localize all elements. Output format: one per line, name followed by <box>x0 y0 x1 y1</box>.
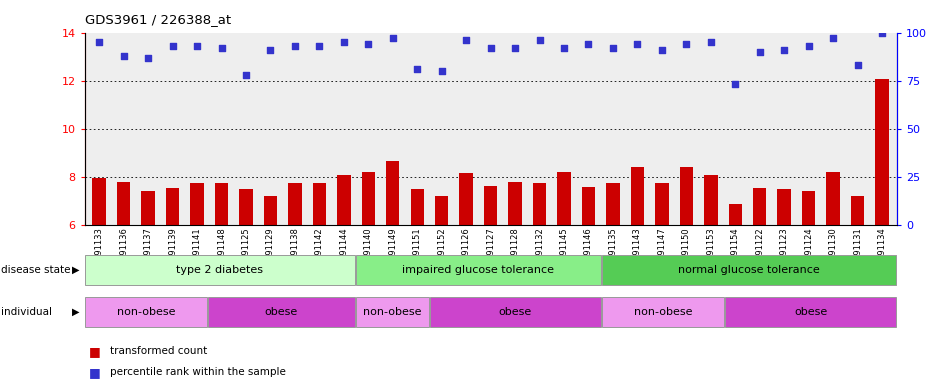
Bar <box>557 172 571 225</box>
Bar <box>362 172 375 225</box>
Bar <box>191 183 204 225</box>
Bar <box>725 297 896 327</box>
Bar <box>532 184 546 225</box>
Bar <box>435 196 449 225</box>
Point <box>679 41 694 47</box>
Text: obese: obese <box>794 307 827 317</box>
Bar <box>602 297 724 327</box>
Point <box>263 47 278 53</box>
Bar <box>356 255 601 285</box>
Bar <box>729 204 742 225</box>
Point <box>484 45 499 51</box>
Bar <box>313 183 326 225</box>
Text: ■: ■ <box>89 345 101 358</box>
Point <box>458 37 473 43</box>
Bar <box>337 175 350 225</box>
Text: disease state: disease state <box>1 265 70 275</box>
Bar <box>851 196 864 225</box>
Bar <box>631 167 644 225</box>
Point <box>606 45 621 51</box>
Bar <box>802 190 815 225</box>
Bar <box>753 188 766 225</box>
Bar <box>239 189 253 225</box>
Text: GDS3961 / 226388_at: GDS3961 / 226388_at <box>85 13 231 26</box>
Point <box>654 47 670 53</box>
Bar <box>680 167 693 225</box>
Text: type 2 diabetes: type 2 diabetes <box>177 265 263 275</box>
Text: ■: ■ <box>89 366 101 379</box>
Text: percentile rank within the sample: percentile rank within the sample <box>110 367 285 377</box>
Bar <box>142 190 155 225</box>
Point <box>532 37 547 43</box>
Text: non-obese: non-obese <box>634 307 692 317</box>
Point <box>434 68 449 74</box>
Bar <box>356 297 428 327</box>
Point <box>777 47 792 53</box>
Point <box>508 45 523 51</box>
Bar <box>508 182 522 225</box>
Bar <box>215 184 228 225</box>
Point <box>287 43 302 49</box>
Bar <box>484 186 498 225</box>
Point <box>141 55 156 61</box>
Point <box>92 39 107 45</box>
Point <box>581 41 596 47</box>
Bar <box>117 182 131 225</box>
Text: transformed count: transformed count <box>110 346 208 356</box>
Bar <box>826 172 839 225</box>
Text: impaired glucose tolerance: impaired glucose tolerance <box>402 265 554 275</box>
Point <box>116 53 131 59</box>
Point <box>214 45 229 51</box>
Bar <box>85 255 355 285</box>
Point <box>703 39 718 45</box>
Bar <box>655 184 669 225</box>
Point <box>361 41 376 47</box>
Text: ▶: ▶ <box>72 265 80 275</box>
Bar <box>607 184 620 225</box>
Bar <box>777 189 791 225</box>
Bar <box>85 297 208 327</box>
Point <box>165 43 180 49</box>
Point <box>239 72 254 78</box>
Point <box>190 43 205 49</box>
Bar <box>875 79 889 225</box>
Point <box>825 35 840 41</box>
Point <box>728 81 743 88</box>
Point <box>874 30 889 36</box>
Text: individual: individual <box>1 307 52 317</box>
Bar <box>459 172 473 225</box>
Text: non-obese: non-obese <box>116 307 176 317</box>
Point <box>850 62 865 68</box>
Text: ▶: ▶ <box>72 307 80 317</box>
Bar <box>704 175 717 225</box>
Bar <box>582 187 595 225</box>
Bar <box>92 178 106 225</box>
Point <box>752 49 767 55</box>
Point <box>385 35 400 41</box>
Text: non-obese: non-obese <box>363 307 422 317</box>
Bar <box>208 297 355 327</box>
Point <box>409 66 424 72</box>
Text: normal glucose tolerance: normal glucose tolerance <box>678 265 820 275</box>
Bar <box>410 189 424 225</box>
Text: obese: obese <box>499 307 531 317</box>
Bar <box>288 184 301 225</box>
Point <box>336 39 351 45</box>
Point <box>801 43 816 49</box>
Text: obese: obese <box>265 307 298 317</box>
Bar <box>166 188 179 225</box>
Bar <box>386 161 399 225</box>
Bar <box>602 255 896 285</box>
Point <box>630 41 645 47</box>
Point <box>557 45 572 51</box>
Bar <box>264 196 277 225</box>
Point <box>312 43 327 49</box>
Bar <box>429 297 601 327</box>
